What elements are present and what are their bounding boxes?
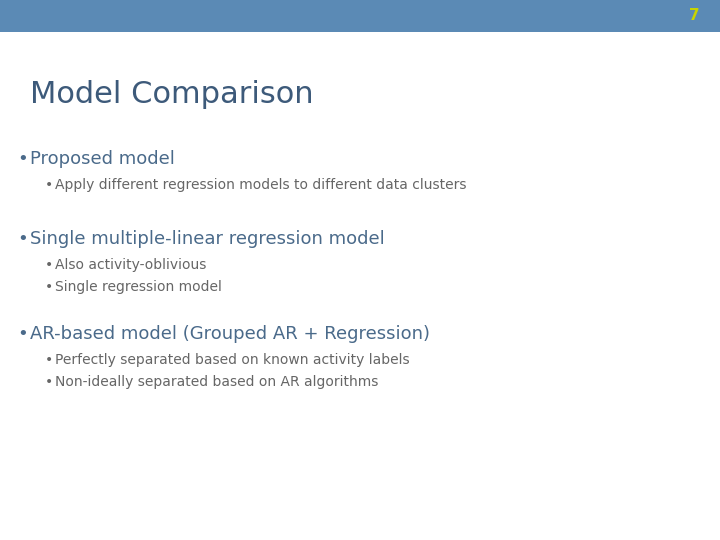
Text: 7: 7 [689,9,700,24]
Text: Model Comparison: Model Comparison [30,80,314,109]
Text: •: • [45,178,53,192]
Text: Proposed model: Proposed model [30,150,175,168]
Text: •: • [17,150,28,168]
Text: Single multiple-linear regression model: Single multiple-linear regression model [30,230,384,248]
Text: •: • [45,353,53,367]
Text: AR-based model (Grouped AR + Regression): AR-based model (Grouped AR + Regression) [30,325,430,343]
Text: Also activity-oblivious: Also activity-oblivious [55,258,207,272]
Text: •: • [17,325,28,343]
Text: Perfectly separated based on known activity labels: Perfectly separated based on known activ… [55,353,410,367]
Text: •: • [45,258,53,272]
Text: Single regression model: Single regression model [55,280,222,294]
Text: Apply different regression models to different data clusters: Apply different regression models to dif… [55,178,467,192]
Text: Non-ideally separated based on AR algorithms: Non-ideally separated based on AR algori… [55,375,379,389]
Bar [0,0,720,32]
Text: •: • [17,230,28,248]
Text: •: • [45,280,53,294]
Text: •: • [45,375,53,389]
